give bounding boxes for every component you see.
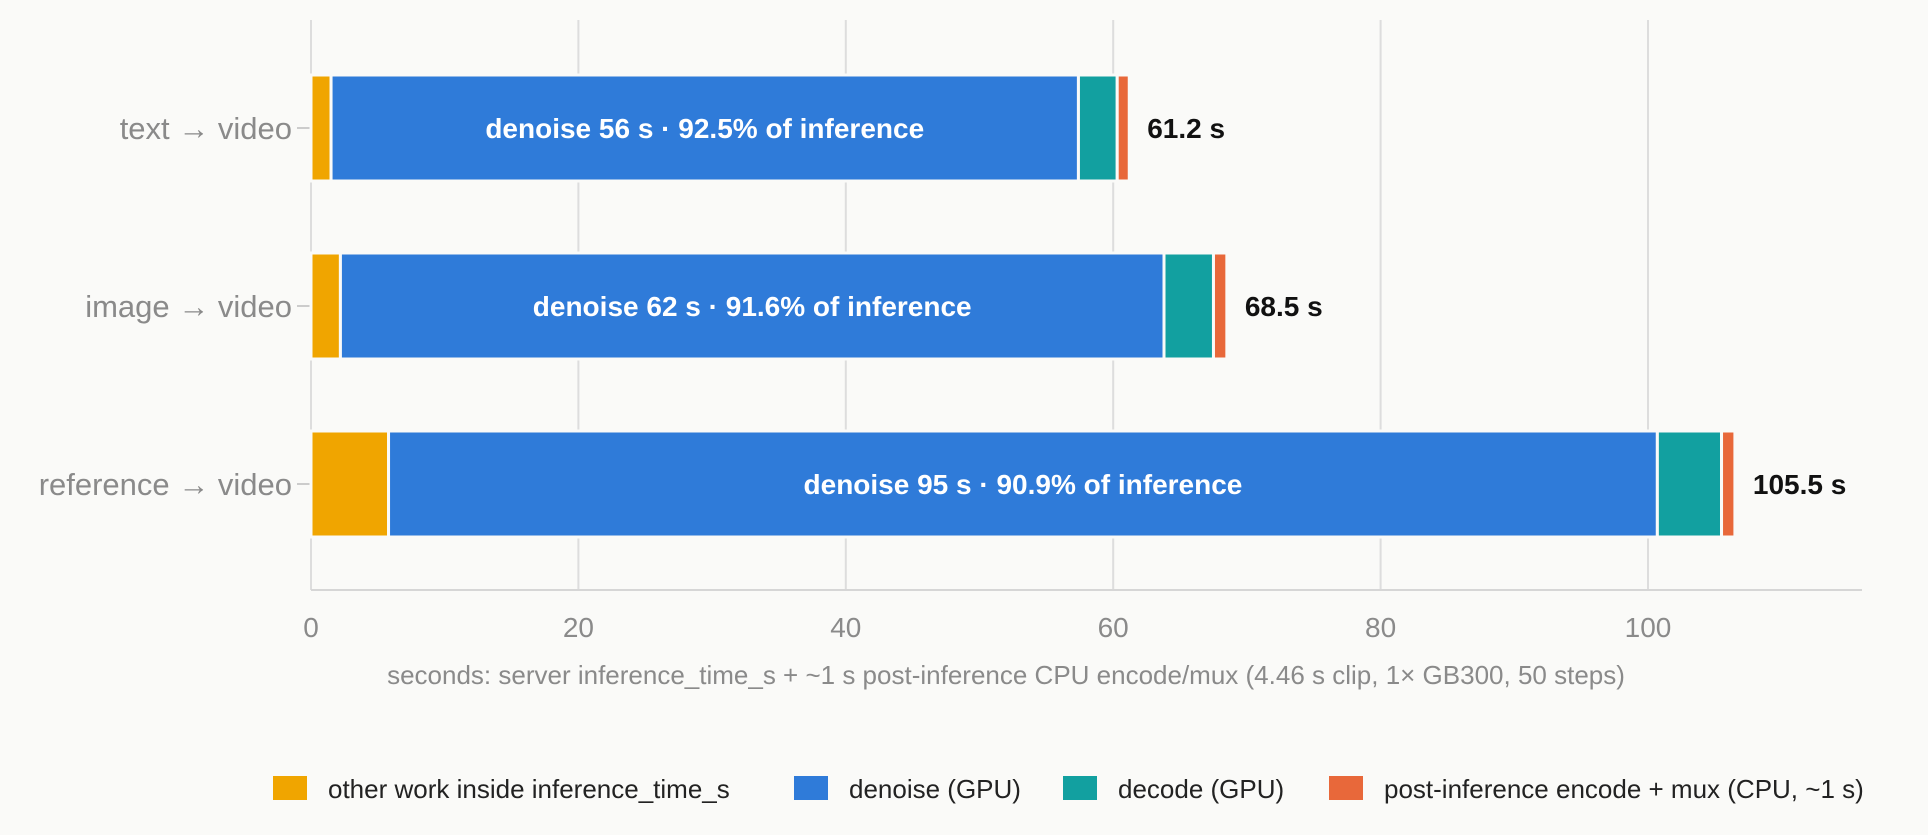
bar-segment	[1720, 429, 1737, 539]
bar-segment	[1211, 251, 1229, 361]
x-axis-label: seconds: server inference_time_s + ~1 s …	[387, 660, 1625, 690]
category-label: text → video	[120, 111, 292, 146]
bar-segment	[1115, 73, 1131, 183]
legend-label: other work inside inference_time_s	[328, 774, 730, 804]
legend-swatch	[794, 776, 828, 800]
bar-segment	[338, 251, 1166, 361]
x-tick-label: 0	[303, 612, 319, 643]
legend-label: denoise (GPU)	[849, 774, 1021, 804]
legend-swatch	[1329, 776, 1363, 800]
bar-segment	[387, 429, 1659, 539]
total-label: 61.2 s	[1147, 113, 1225, 144]
total-label: 68.5 s	[1245, 291, 1323, 322]
bar-segment	[309, 73, 333, 183]
total-label: 105.5 s	[1753, 469, 1846, 500]
legend-swatch	[1063, 776, 1097, 800]
legend-swatch	[273, 776, 307, 800]
bar-segment	[1076, 73, 1119, 183]
category-label: reference → video	[39, 467, 292, 502]
x-tick-label: 60	[1098, 612, 1129, 643]
bar-label: denoise 62 s · 91.6% of inference	[533, 291, 972, 322]
bar-segment	[309, 429, 391, 539]
bar-label: denoise 95 s · 90.9% of inference	[804, 469, 1243, 500]
bar-segment	[1655, 429, 1724, 539]
x-tick-label: 100	[1625, 612, 1672, 643]
legend-label: decode (GPU)	[1118, 774, 1284, 804]
x-tick-label: 20	[563, 612, 594, 643]
bar-label: denoise 56 s · 92.5% of inference	[485, 113, 924, 144]
x-tick-label: 80	[1365, 612, 1396, 643]
legend-label: post-inference encode + mux (CPU, ~1 s)	[1384, 774, 1864, 804]
category-label: image → video	[85, 289, 292, 324]
bar-segment	[1162, 251, 1215, 361]
bar-segment	[329, 73, 1080, 183]
x-tick-label: 40	[830, 612, 861, 643]
bar-segment	[309, 251, 342, 361]
